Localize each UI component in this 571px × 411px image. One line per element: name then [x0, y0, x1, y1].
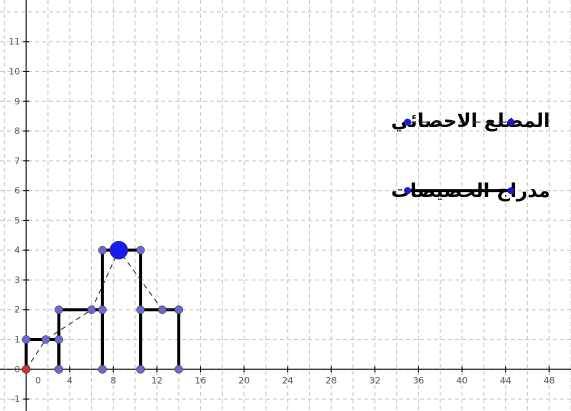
histogram-corner-point [136, 365, 145, 374]
legend-point [507, 187, 515, 195]
polygon-point [21, 365, 31, 374]
histogram-corner-point [98, 245, 107, 255]
frequency-polygon [21, 240, 183, 374]
histogram-corner-point [54, 335, 64, 344]
y-tick-label: 2 [14, 306, 20, 316]
x-tick-label: 12 [151, 376, 162, 386]
y-tick-label: 11 [9, 38, 20, 48]
x-tick-label: 20 [238, 376, 250, 386]
x-tick-label: 36 [413, 376, 425, 386]
x-tick-label: 0 [35, 376, 41, 386]
legend-point [404, 118, 412, 126]
histogram-corner-point [21, 335, 31, 344]
polygon-point [158, 305, 167, 314]
x-tick-label: 8 [110, 376, 116, 386]
polygon-line [25, 249, 179, 370]
legend-point [507, 118, 515, 126]
histogram-bar [139, 308, 181, 370]
histogram-corner-point [136, 305, 145, 314]
histogram-corner-point [98, 365, 107, 374]
y-tick-label: 9 [14, 97, 20, 107]
y-tick-label: 10 [9, 67, 21, 77]
x-tick-label: 32 [369, 376, 380, 386]
histogram-corner-point [98, 305, 107, 314]
polygon-peak-point [109, 240, 129, 260]
y-tick-label: -1 [11, 395, 20, 405]
y-tick-label: 3 [14, 276, 20, 286]
legend: المضلع الاحصائي مدراج الحصيصات [391, 110, 550, 202]
y-tick-label: 4 [14, 246, 20, 256]
polygon-point [41, 335, 51, 344]
x-tick-label: 16 [195, 376, 207, 386]
x-tick-label: 48 [543, 376, 555, 386]
polygon-point [174, 305, 183, 314]
y-tick-label: 1 [14, 336, 20, 346]
histogram-corner-point [174, 365, 183, 374]
polygon-point [87, 305, 96, 314]
x-tick-label: 44 [500, 376, 512, 386]
legend-label-polygon: المضلع الاحصائي [391, 110, 550, 132]
y-tick-label: 8 [14, 127, 20, 137]
y-tick-label: 7 [14, 157, 20, 167]
histogram-corner-point [54, 305, 64, 314]
y-tick-label: 5 [14, 216, 20, 226]
histogram-corner-point [136, 245, 145, 255]
x-tick-label: 24 [282, 376, 294, 386]
histogram-corner-point [54, 365, 64, 374]
y-tick-label: 0 [14, 365, 20, 375]
x-tick-label: 4 [67, 376, 73, 386]
y-tick-label: 6 [14, 187, 20, 197]
x-tick-label: 28 [326, 376, 338, 386]
legend-point [404, 187, 412, 195]
x-tick-label: 40 [456, 376, 468, 386]
